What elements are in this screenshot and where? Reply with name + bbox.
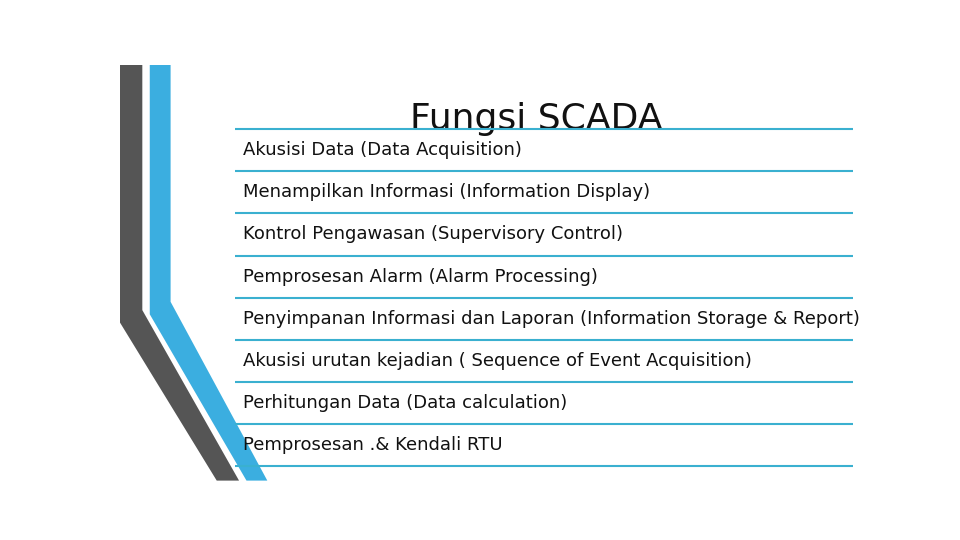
Text: Menampilkan Informasi (Information Display): Menampilkan Informasi (Information Displ…: [243, 184, 650, 201]
Text: Penyimpanan Informasi dan Laporan (Information Storage & Report): Penyimpanan Informasi dan Laporan (Infor…: [243, 310, 859, 328]
Text: Kontrol Pengawasan (Supervisory Control): Kontrol Pengawasan (Supervisory Control): [243, 226, 623, 244]
Text: Pemprosesan Alarm (Alarm Processing): Pemprosesan Alarm (Alarm Processing): [243, 268, 598, 286]
Polygon shape: [150, 65, 267, 481]
Text: Perhitungan Data (Data calculation): Perhitungan Data (Data calculation): [243, 394, 567, 412]
Text: Pemprosesan .& Kendali RTU: Pemprosesan .& Kendali RTU: [243, 436, 502, 454]
Text: Fungsi SCADA: Fungsi SCADA: [410, 102, 663, 136]
Text: Akusisi urutan kejadian ( Sequence of Event Acquisition): Akusisi urutan kejadian ( Sequence of Ev…: [243, 352, 752, 370]
Text: Akusisi Data (Data Acquisition): Akusisi Data (Data Acquisition): [243, 141, 521, 159]
Polygon shape: [120, 65, 239, 481]
